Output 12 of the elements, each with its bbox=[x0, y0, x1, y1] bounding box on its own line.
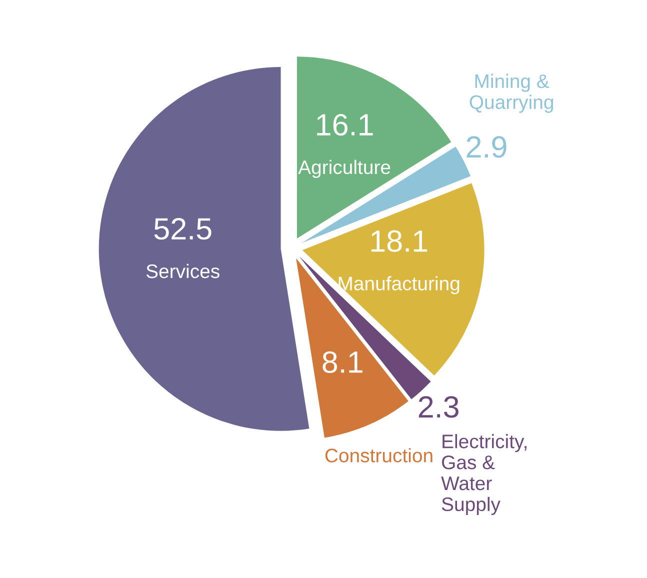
slice-label: Mining & Quarrying bbox=[470, 74, 554, 113]
slice-label: Construction bbox=[325, 448, 432, 462]
data-label: 8.1 bbox=[322, 351, 362, 373]
data-label: 2.3 bbox=[418, 396, 458, 418]
slice-label: Services bbox=[146, 264, 220, 278]
data-label: 52.5 bbox=[154, 218, 212, 240]
slice-label: Manufacturing bbox=[338, 276, 460, 294]
data-label: 16.1 bbox=[317, 114, 373, 136]
slice-label: Agriculture bbox=[298, 160, 390, 178]
data-label: 18.1 bbox=[371, 230, 428, 252]
data-label: 2.9 bbox=[466, 136, 506, 158]
slice-label: Electricity, Gas & Water Supply bbox=[441, 434, 526, 516]
